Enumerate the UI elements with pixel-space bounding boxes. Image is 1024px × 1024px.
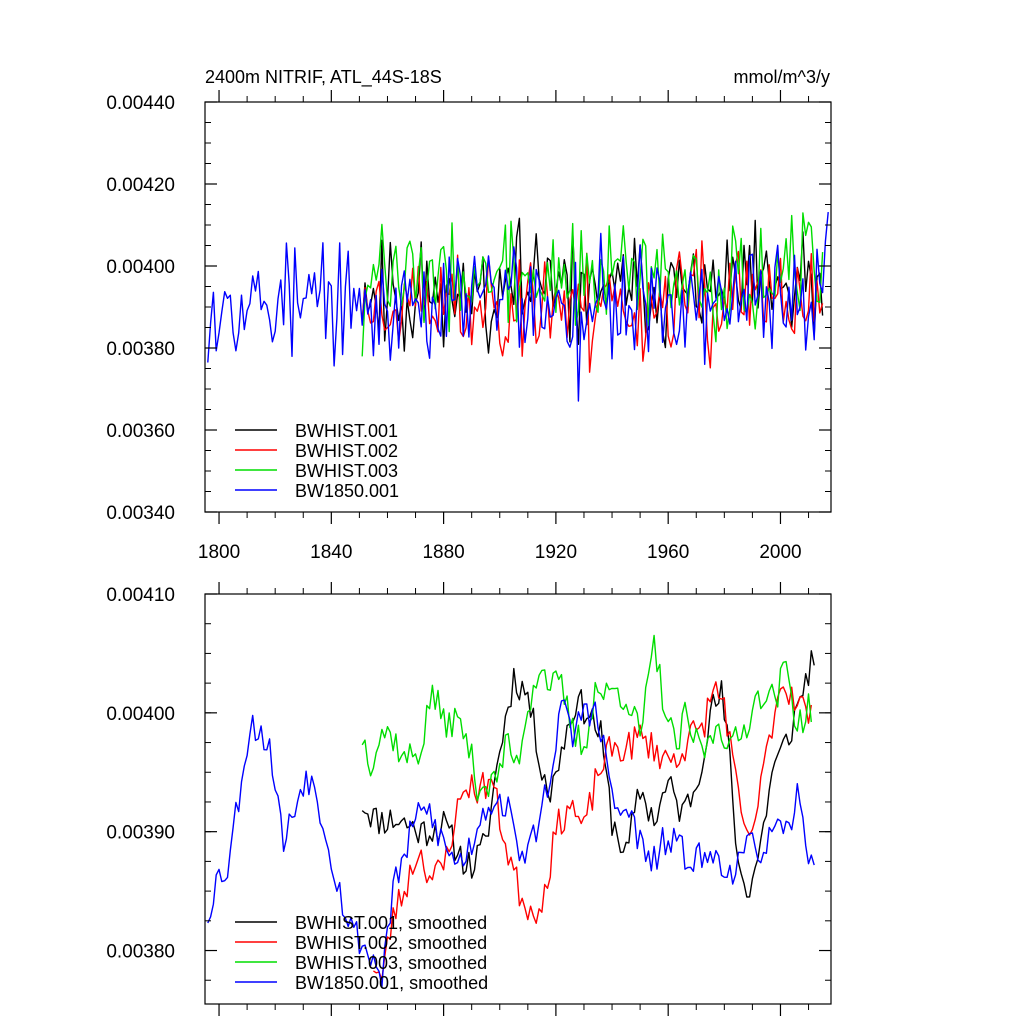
series-line-4	[207, 699, 815, 988]
legend-label: BWHIST.001	[295, 421, 398, 441]
series-line-2	[361, 240, 824, 373]
y-tick-label: 0.00400	[106, 704, 175, 725]
panel-bottom-frame	[204, 593, 832, 1005]
panel-top-ticks	[205, 90, 831, 524]
y-tick-label: 0.00380	[106, 942, 175, 963]
panel-bottom-ticks	[205, 582, 831, 1016]
panel-bottom-y-tick-labels: 0.00380 0.00390 0.00400 0.00410	[106, 585, 175, 963]
y-tick-label: 0.00340	[106, 503, 175, 524]
legend-label: BWHIST.001, smoothed	[295, 913, 487, 933]
y-tick-label: 0.00440	[106, 93, 175, 114]
panel-top: 2400m NITRIF, ATL_44S-18S mmol/m^3/y 0.0…	[106, 67, 832, 563]
x-tick-label: 1920	[535, 542, 577, 563]
panel-bottom-series	[207, 634, 815, 988]
panel-top-units: mmol/m^3/y	[734, 67, 830, 87]
y-tick-label: 0.00390	[106, 823, 175, 844]
y-tick-label: 0.00360	[106, 421, 175, 442]
y-tick-label: 0.00400	[106, 257, 175, 278]
series-line-4	[207, 212, 829, 402]
legend-label: BWHIST.002	[295, 441, 398, 461]
legend-label: BWHIST.003	[295, 461, 398, 481]
legend-label: BWHIST.002, smoothed	[295, 933, 487, 953]
y-tick-label: 0.00380	[106, 339, 175, 360]
panel-top-series	[207, 212, 829, 402]
series-line-3	[361, 634, 812, 802]
x-tick-label: 1840	[310, 542, 352, 563]
panel-top-title: 2400m NITRIF, ATL_44S-18S	[205, 67, 442, 88]
panel-top-y-tick-labels: 0.00340 0.00360 0.00380 0.00400 0.00420 0.004…	[106, 93, 175, 524]
panel-bottom: 0.00380 0.00390 0.00400 0.00410 BWHIST.001,…	[106, 582, 832, 1016]
panel-top-x-tick-labels: 1800 1840 1880 1920 1960 2000	[198, 542, 802, 563]
x-tick-label: 1960	[647, 542, 689, 563]
x-tick-label: 2000	[759, 542, 801, 563]
legend-label: BW1850.001	[295, 481, 399, 501]
x-tick-label: 1800	[198, 542, 240, 563]
series-line-1	[361, 650, 815, 898]
legend-label: BW1850.001, smoothed	[295, 973, 488, 993]
legend-label: BWHIST.003, smoothed	[295, 953, 487, 973]
x-tick-label: 1880	[422, 542, 464, 563]
y-tick-label: 0.00410	[106, 585, 175, 606]
y-tick-label: 0.00420	[106, 175, 175, 196]
